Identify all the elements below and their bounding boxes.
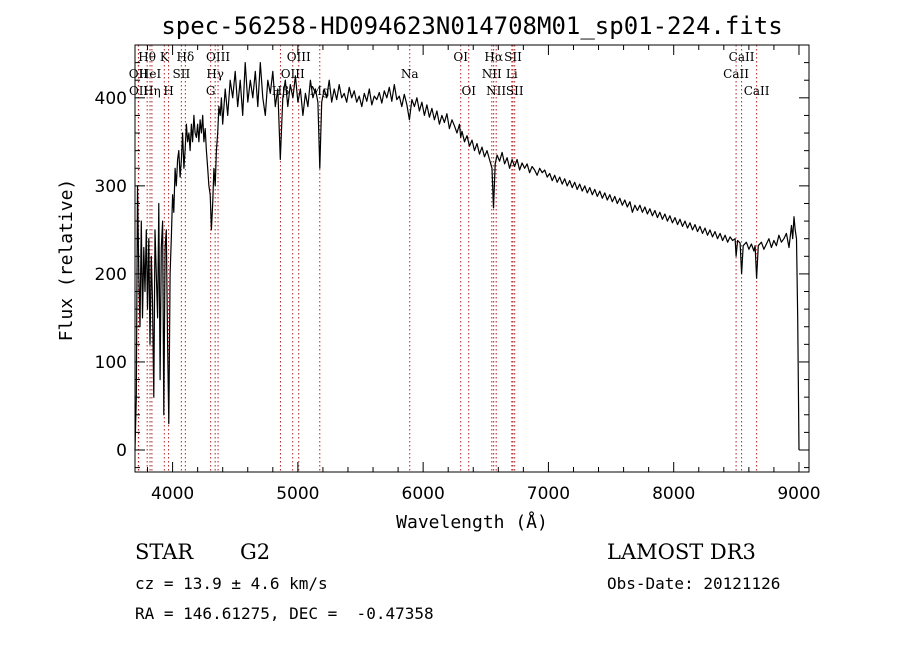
line-label-10: Hγ bbox=[206, 67, 224, 81]
y-tick-label-1: 100 bbox=[95, 353, 127, 373]
x-tick-label-1: 5000 bbox=[276, 484, 319, 504]
line-label-11: G bbox=[206, 84, 216, 98]
line-label-18: OI bbox=[461, 84, 476, 98]
line-label-19: Hα bbox=[484, 50, 503, 64]
line-label-26: CaII bbox=[723, 67, 749, 81]
line-label-25: CaII bbox=[729, 50, 755, 64]
y-tick-label-3: 300 bbox=[95, 177, 127, 197]
chart-title: spec-56258-HD094623N014708M01_sp01-224.f… bbox=[161, 12, 782, 40]
line-label-7: H bbox=[163, 84, 173, 98]
line-label-4: Hη bbox=[143, 84, 161, 98]
line-label-9: OIII bbox=[206, 50, 230, 64]
x-tick-label-0: 4000 bbox=[151, 484, 194, 504]
x-tick-label-3: 7000 bbox=[527, 484, 570, 504]
emission-line-markers bbox=[137, 45, 758, 472]
y-axis-ticks: 0 100 200 300 400 bbox=[95, 62, 809, 469]
x-tick-label-2: 6000 bbox=[402, 484, 445, 504]
y-tick-label-2: 200 bbox=[95, 265, 127, 285]
line-label-21: NII bbox=[486, 84, 506, 98]
survey-name: LAMOST DR3 bbox=[607, 540, 756, 564]
line-label-20: NII bbox=[482, 67, 502, 81]
line-label-3: HeI bbox=[139, 67, 162, 81]
line-label-15: Mg bbox=[310, 84, 330, 98]
y-tick-label-0: 0 bbox=[116, 441, 127, 461]
line-label-2: OII bbox=[129, 84, 149, 98]
line-label-17: OI bbox=[453, 50, 468, 64]
line-label-8: Hδ bbox=[177, 50, 195, 64]
observation-date: Obs-Date: 20121126 bbox=[607, 574, 781, 593]
line-label-6: SII bbox=[173, 67, 191, 81]
spectrum-line bbox=[134, 61, 800, 451]
spectral-subclass: G2 bbox=[240, 540, 271, 564]
y-tick-label-4: 400 bbox=[95, 89, 127, 109]
x-axis-label: Wavelength (Å) bbox=[396, 511, 548, 533]
line-label-5: K bbox=[160, 50, 170, 64]
object-class: STAR bbox=[135, 540, 194, 564]
plot-frame bbox=[134, 44, 810, 473]
line-label-24: SII bbox=[506, 84, 524, 98]
line-label-1: OII bbox=[129, 67, 149, 81]
line-label-13: OIII bbox=[281, 67, 305, 81]
x-tick-label-4: 8000 bbox=[652, 484, 695, 504]
line-label-0: Hθ bbox=[138, 50, 156, 64]
coordinates: RA = 146.61275, DEC = -0.47358 bbox=[135, 604, 434, 623]
redshift-value: cz = 13.9 ± 4.6 km/s bbox=[135, 574, 328, 593]
line-label-27: CaII bbox=[744, 84, 770, 98]
line-label-16: Na bbox=[401, 67, 419, 81]
x-axis-ticks: 4000 5000 6000 7000 8000 9000 bbox=[147, 45, 821, 504]
line-label-23: Li bbox=[506, 67, 518, 81]
x-tick-label-5: 9000 bbox=[777, 484, 820, 504]
line-label-12: OIII bbox=[287, 50, 311, 64]
y-axis-label: Flux (relative) bbox=[56, 179, 77, 342]
line-label-22: SII bbox=[504, 50, 522, 64]
